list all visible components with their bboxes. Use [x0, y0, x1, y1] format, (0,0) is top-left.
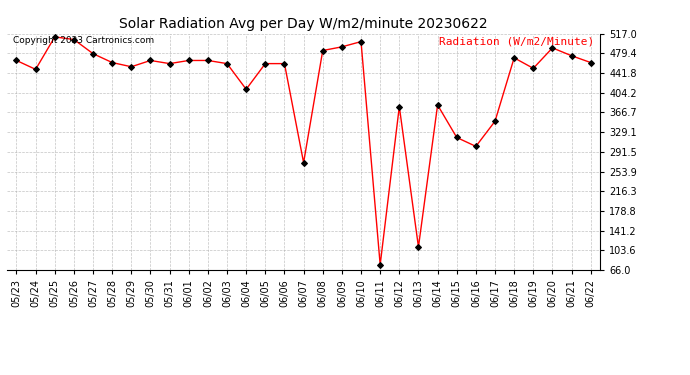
- Point: [202, 57, 213, 63]
- Point: [49, 34, 60, 40]
- Title: Solar Radiation Avg per Day W/m2/minute 20230622: Solar Radiation Avg per Day W/m2/minute …: [119, 17, 488, 31]
- Point: [375, 262, 386, 268]
- Point: [566, 53, 577, 59]
- Point: [336, 44, 347, 50]
- Point: [145, 57, 156, 63]
- Point: [107, 60, 118, 66]
- Point: [317, 48, 328, 54]
- Point: [394, 104, 405, 110]
- Point: [451, 135, 462, 141]
- Point: [11, 57, 22, 63]
- Point: [489, 118, 500, 124]
- Point: [547, 45, 558, 51]
- Point: [221, 61, 233, 67]
- Text: Copyright 2023 Cartronics.com: Copyright 2023 Cartronics.com: [13, 36, 154, 45]
- Point: [298, 160, 309, 166]
- Point: [68, 36, 79, 42]
- Point: [528, 65, 539, 71]
- Point: [432, 102, 443, 108]
- Point: [184, 57, 195, 63]
- Point: [126, 64, 137, 70]
- Point: [509, 55, 520, 61]
- Point: [585, 60, 596, 66]
- Text: Radiation (W/m2/Minute): Radiation (W/m2/Minute): [439, 36, 594, 46]
- Point: [471, 143, 482, 149]
- Point: [260, 61, 271, 67]
- Point: [355, 39, 366, 45]
- Point: [279, 61, 290, 67]
- Point: [164, 61, 175, 67]
- Point: [30, 66, 41, 72]
- Point: [88, 51, 99, 57]
- Point: [413, 244, 424, 250]
- Point: [241, 86, 252, 92]
